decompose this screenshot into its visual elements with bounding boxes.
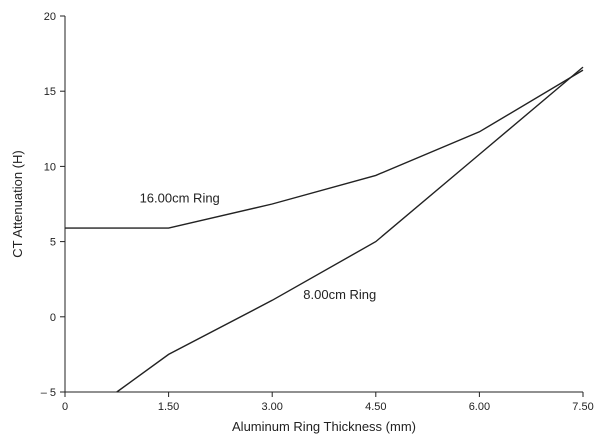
y-tick-label: 0 [50,312,56,324]
y-tick-label: 15 [44,86,56,98]
x-axis-title: Aluminum Ring Thickness (mm) [232,419,416,434]
y-axis-title: CT Attenuation (H) [10,150,25,257]
x-tick-label: 1.50 [158,401,179,413]
y-tick-label: 20 [44,11,56,23]
y-tick-label: 10 [44,161,56,173]
x-tick-label: 6.00 [469,401,490,413]
axes [64,16,583,393]
x-tick-label: 7.50 [572,401,593,413]
series-line-2 [116,66,584,393]
series-label-2: 8.00cm Ring [303,287,376,302]
y-tick-label: 5 [50,237,56,249]
series-group: 16.00cm Ring 8.00cm Ring [65,66,584,393]
x-tick-label: 4.50 [365,401,386,413]
y-tick-label: – 5 [41,387,56,399]
x-tick-label: 3.00 [261,401,282,413]
x-tick-label: 0 [62,401,68,413]
series-line-1 [65,69,584,229]
ticks: 0 1.50 3.00 4.50 6.00 7.50 – 5 0 5 10 15 20 [41,11,594,413]
series-label-1: 16.00cm Ring [140,190,220,205]
